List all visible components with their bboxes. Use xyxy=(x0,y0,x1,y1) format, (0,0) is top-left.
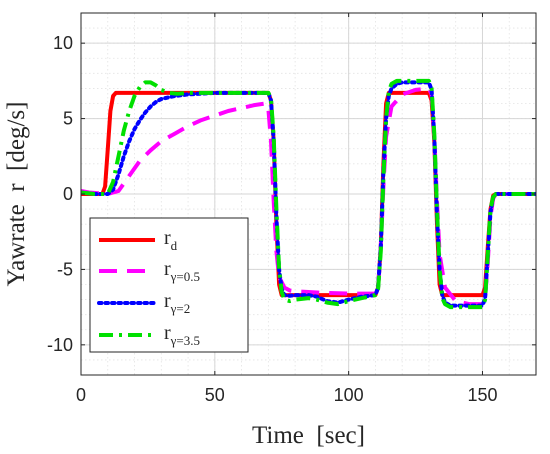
x-axis-label: Time [sec] xyxy=(252,422,365,449)
legend-label-3: rγ=3.5 xyxy=(164,322,200,348)
axis-ticks xyxy=(80,13,536,375)
y-tick-label: 10 xyxy=(53,33,73,53)
x-tick-label: 150 xyxy=(467,385,497,405)
x-tick-label: 0 xyxy=(76,385,86,405)
legend-label-2: rγ=2 xyxy=(164,290,190,316)
legend-label-1: rγ=0.5 xyxy=(164,258,200,284)
legend-label-main: r xyxy=(164,290,171,312)
legend-label-sub: γ=2 xyxy=(170,301,191,316)
y-tick-label: -10 xyxy=(47,335,73,355)
series-layer xyxy=(81,78,536,310)
x-tick-label: 50 xyxy=(205,385,225,405)
legend-label-sub: γ=0.5 xyxy=(170,269,200,284)
tick-labels: 0 50 100 150 -10 -5 0 5 10 xyxy=(47,33,498,405)
y-tick-label: 0 xyxy=(63,184,73,204)
legend-label-main: r xyxy=(164,227,171,249)
legend-label-main: r xyxy=(164,322,171,344)
legend-label-main: r xyxy=(164,258,171,280)
y-tick-label: -5 xyxy=(57,259,73,279)
legend-label-sub: d xyxy=(171,238,178,253)
y-tick-label: 5 xyxy=(63,109,73,129)
x-tick-label: 100 xyxy=(334,385,364,405)
y-axis-label: Yawrate r [deg/s] xyxy=(3,102,30,287)
legend-label-0: rd xyxy=(164,227,178,253)
legend-label-sub: γ=3.5 xyxy=(170,333,200,348)
series-line-3 xyxy=(81,78,536,310)
